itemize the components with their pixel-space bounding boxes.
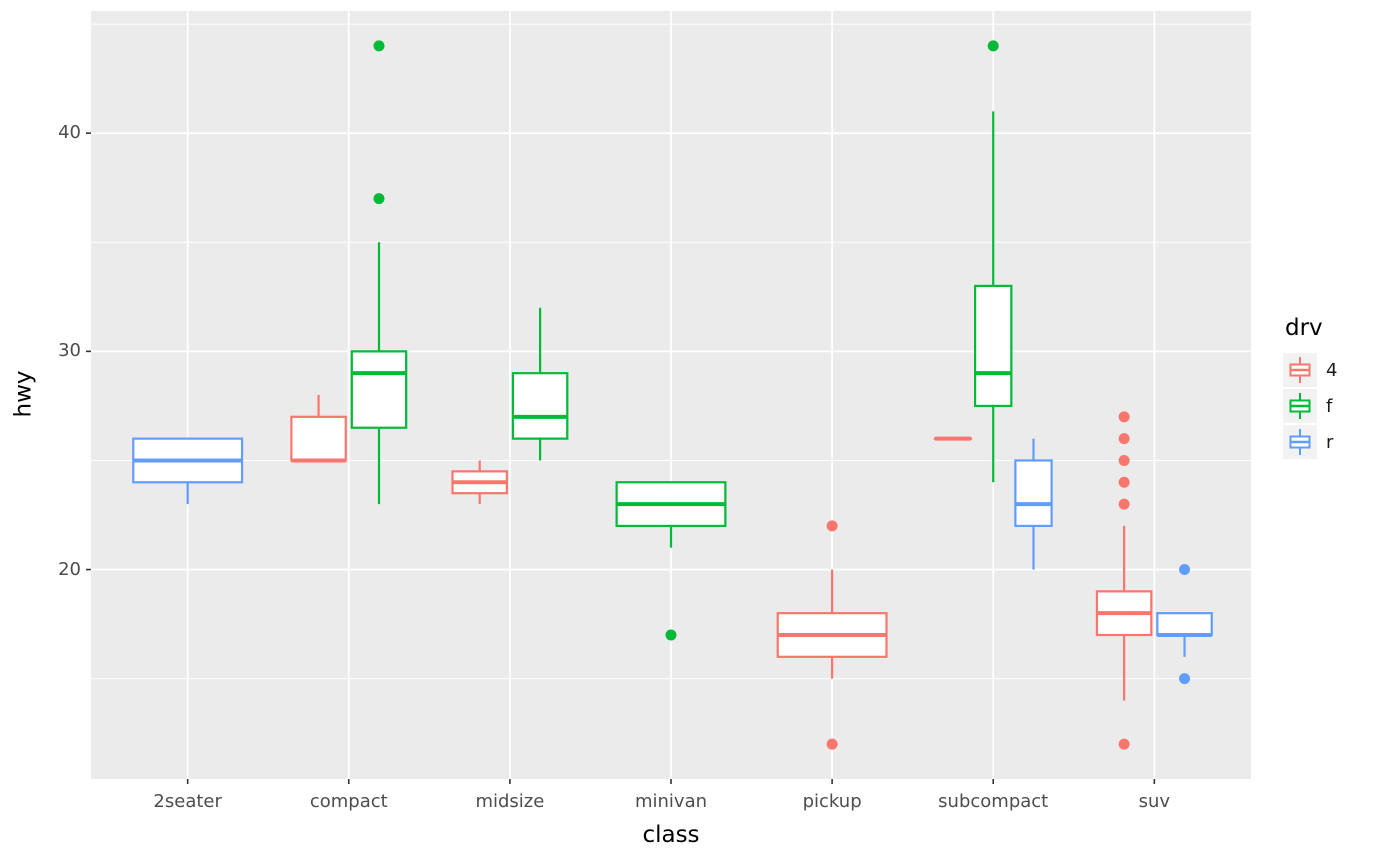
outlier-point-suv-4 — [1118, 433, 1130, 445]
outlier-point-suv-r — [1179, 564, 1191, 576]
outlier-point-suv-4 — [1118, 738, 1130, 750]
outlier-point-suv-4 — [1118, 411, 1130, 423]
legend-item-f: f — [1283, 389, 1337, 423]
box-compact-4 — [290, 415, 347, 462]
outlier-point-pickup-4 — [826, 520, 838, 532]
box-subcompact-f — [973, 284, 1013, 408]
box-compact-f — [350, 350, 408, 429]
box-subcompact-r — [1014, 459, 1053, 528]
legend-item-label: 4 — [1326, 359, 1338, 381]
outlier-point-suv-r — [1179, 673, 1191, 685]
outlier-point-suv-4 — [1118, 498, 1130, 510]
outlier-point-minivan-f — [665, 629, 677, 641]
y-axis-title: hwy — [10, 370, 37, 418]
outlier-point-suv-4 — [1118, 454, 1130, 466]
legend-item-label: f — [1326, 395, 1333, 417]
outlier-point-suv-4 — [1118, 476, 1130, 488]
outlier-point-compact-f — [373, 40, 385, 52]
outlier-point-subcompact-f — [987, 40, 999, 52]
box-suv-r — [1156, 612, 1213, 637]
boxplot-key-icon — [1283, 389, 1317, 423]
outlier-point-compact-f — [373, 193, 385, 205]
outlier-point-pickup-4 — [826, 738, 838, 750]
legend: drv 4 f — [1283, 315, 1337, 461]
boxplot-key-icon — [1283, 353, 1317, 387]
legend-item-r: r — [1283, 425, 1337, 459]
x-axis-title: class — [642, 822, 700, 848]
boxplot-key-icon — [1283, 425, 1317, 459]
legend-item-4: 4 — [1283, 353, 1337, 387]
legend-title: drv — [1285, 315, 1323, 341]
box-midsize-f — [511, 372, 569, 440]
legend-item-label: r — [1326, 431, 1334, 453]
